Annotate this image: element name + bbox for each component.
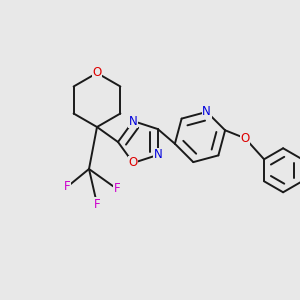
Text: F: F (114, 182, 120, 196)
Text: N: N (153, 148, 162, 161)
Text: N: N (129, 115, 138, 128)
Text: O: O (129, 156, 138, 170)
Text: O: O (241, 132, 250, 145)
Text: O: O (92, 67, 102, 80)
Text: F: F (94, 197, 100, 211)
Text: F: F (64, 181, 70, 194)
Text: N: N (202, 105, 211, 119)
